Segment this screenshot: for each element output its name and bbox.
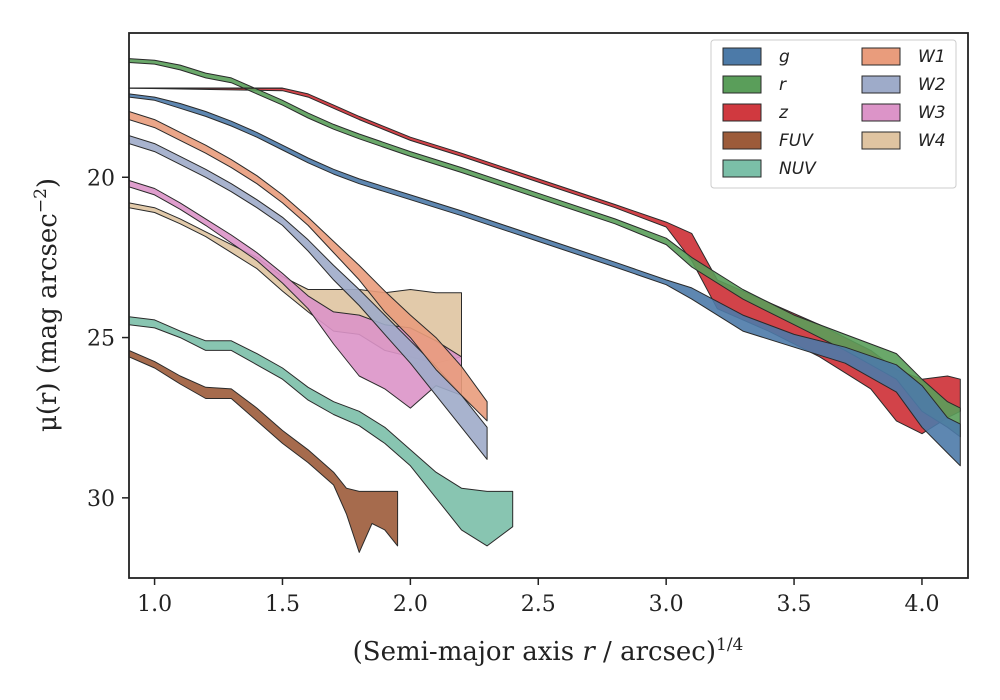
legend-swatch-r [722, 75, 762, 94]
band-w2 [129, 135, 488, 460]
legend-label-w2: W2 [918, 75, 946, 95]
y-axis-ticks: 20 25 30 [87, 166, 129, 512]
legend-label-w1: W1 [918, 47, 946, 67]
x-tick-label: 3.5 [777, 592, 812, 617]
profile-bands [129, 58, 961, 553]
plot-frame [128, 32, 969, 579]
x-axis-label: (Semi-major axis r / arcsec)1/4 [353, 635, 744, 667]
legend-swatch-w1 [861, 47, 901, 66]
legend-label-z: z [778, 103, 789, 123]
x-tick-label: 3.0 [649, 592, 684, 617]
legend-label-w4: W4 [918, 131, 946, 151]
legend-label-fuv: FUV [779, 131, 814, 151]
y-tick-label: 25 [87, 327, 115, 352]
legend-label-nuv: NUV [779, 159, 817, 179]
legend-label-g: g [779, 47, 790, 67]
y-tick-label: 20 [87, 166, 115, 191]
x-tick-label: 4.0 [904, 592, 939, 617]
band-g [129, 93, 961, 467]
legend-label-r: r [779, 75, 787, 95]
band-fuv [129, 349, 399, 553]
band-w1 [129, 111, 488, 422]
x-tick-label: 2.5 [521, 592, 556, 617]
legend-swatch-w3 [861, 103, 901, 122]
band-z [129, 87, 961, 435]
legend: grz FUV NUV W1 W2 W3 W4 [710, 39, 957, 189]
legend-swatch-w2 [861, 75, 901, 94]
legend-swatch-fuv [722, 131, 762, 150]
legend-swatch-g [722, 47, 762, 66]
legend-swatch-nuv [722, 159, 762, 178]
band-nuv [129, 316, 514, 547]
x-tick-label: 1.0 [137, 592, 172, 617]
legend-label-w3: W3 [918, 103, 946, 123]
y-tick-label: 30 [87, 487, 115, 512]
x-axis-ticks: 1.0 1.5 2.0 2.5 3.0 3.5 4.0 [137, 578, 939, 617]
legend-swatch-z [722, 103, 762, 122]
x-tick-label: 1.5 [265, 592, 300, 617]
y-axis-label: μ(r) (mag arcsec−2) [31, 178, 63, 432]
legend-swatch-w4 [861, 131, 901, 150]
x-tick-label: 2.0 [393, 592, 428, 617]
